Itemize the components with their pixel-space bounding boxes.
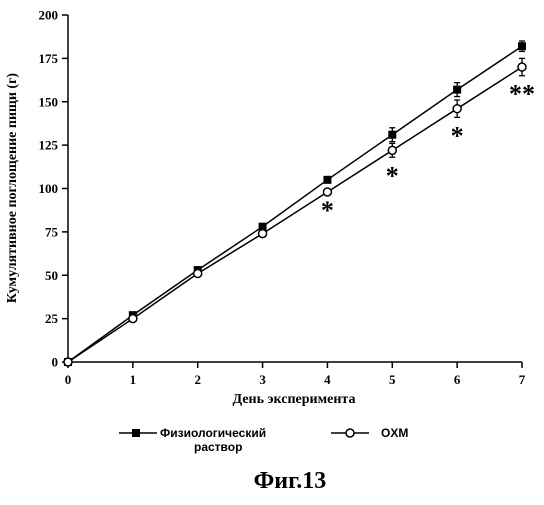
x-tick-label: 1 [130,372,137,387]
axes [68,15,522,362]
y-axis-title: Кумулятивное поглощение пищи (г) [5,73,20,304]
y-tick-label: 125 [39,138,59,153]
significance-marker: ** [509,80,535,109]
x-tick-label: 5 [389,372,396,387]
data-point [518,42,526,50]
legend-label-oxm: OXM [381,426,408,440]
figure-caption: Фиг.13 [254,468,327,494]
y-tick-label: 75 [45,224,59,239]
data-point [129,315,137,323]
y-tick-label: 150 [39,94,59,109]
legend-label-saline-line2: раствор [194,440,242,454]
significance-marker: * [386,161,399,190]
x-tick-label: 2 [194,372,201,387]
x-axis-title: День эксперимента [233,392,356,407]
data-point [259,230,267,238]
x-tick-label: 4 [324,372,331,387]
annotation-layer: ***** [321,80,535,225]
y-tick-label: 0 [52,355,59,370]
y-tick-label: 200 [39,8,59,23]
data-point [323,188,331,196]
x-tick-label: 7 [519,372,526,387]
series-layer [64,41,526,366]
data-point [453,86,461,94]
y-tick-label: 50 [45,268,58,283]
legend-label-saline-line1: Физиологический [160,426,266,440]
data-point [388,131,396,139]
significance-marker: * [451,121,464,150]
x-tick-label: 6 [454,372,461,387]
legend-marker-saline [132,429,140,437]
legend: Физиологический раствор OXM [119,426,408,454]
data-point [323,176,331,184]
series-oxm [64,58,526,366]
y-tick-label: 175 [39,51,59,66]
data-point [194,270,202,278]
x-tick-label: 0 [65,372,72,387]
y-tick-label: 100 [39,181,59,196]
legend-marker-oxm [346,429,354,437]
data-point [388,146,396,154]
data-point [64,358,72,366]
y-tick-label: 25 [45,311,59,326]
data-point [518,63,526,71]
significance-marker: * [321,196,334,225]
data-point [453,105,461,113]
x-tick-label: 3 [259,372,266,387]
